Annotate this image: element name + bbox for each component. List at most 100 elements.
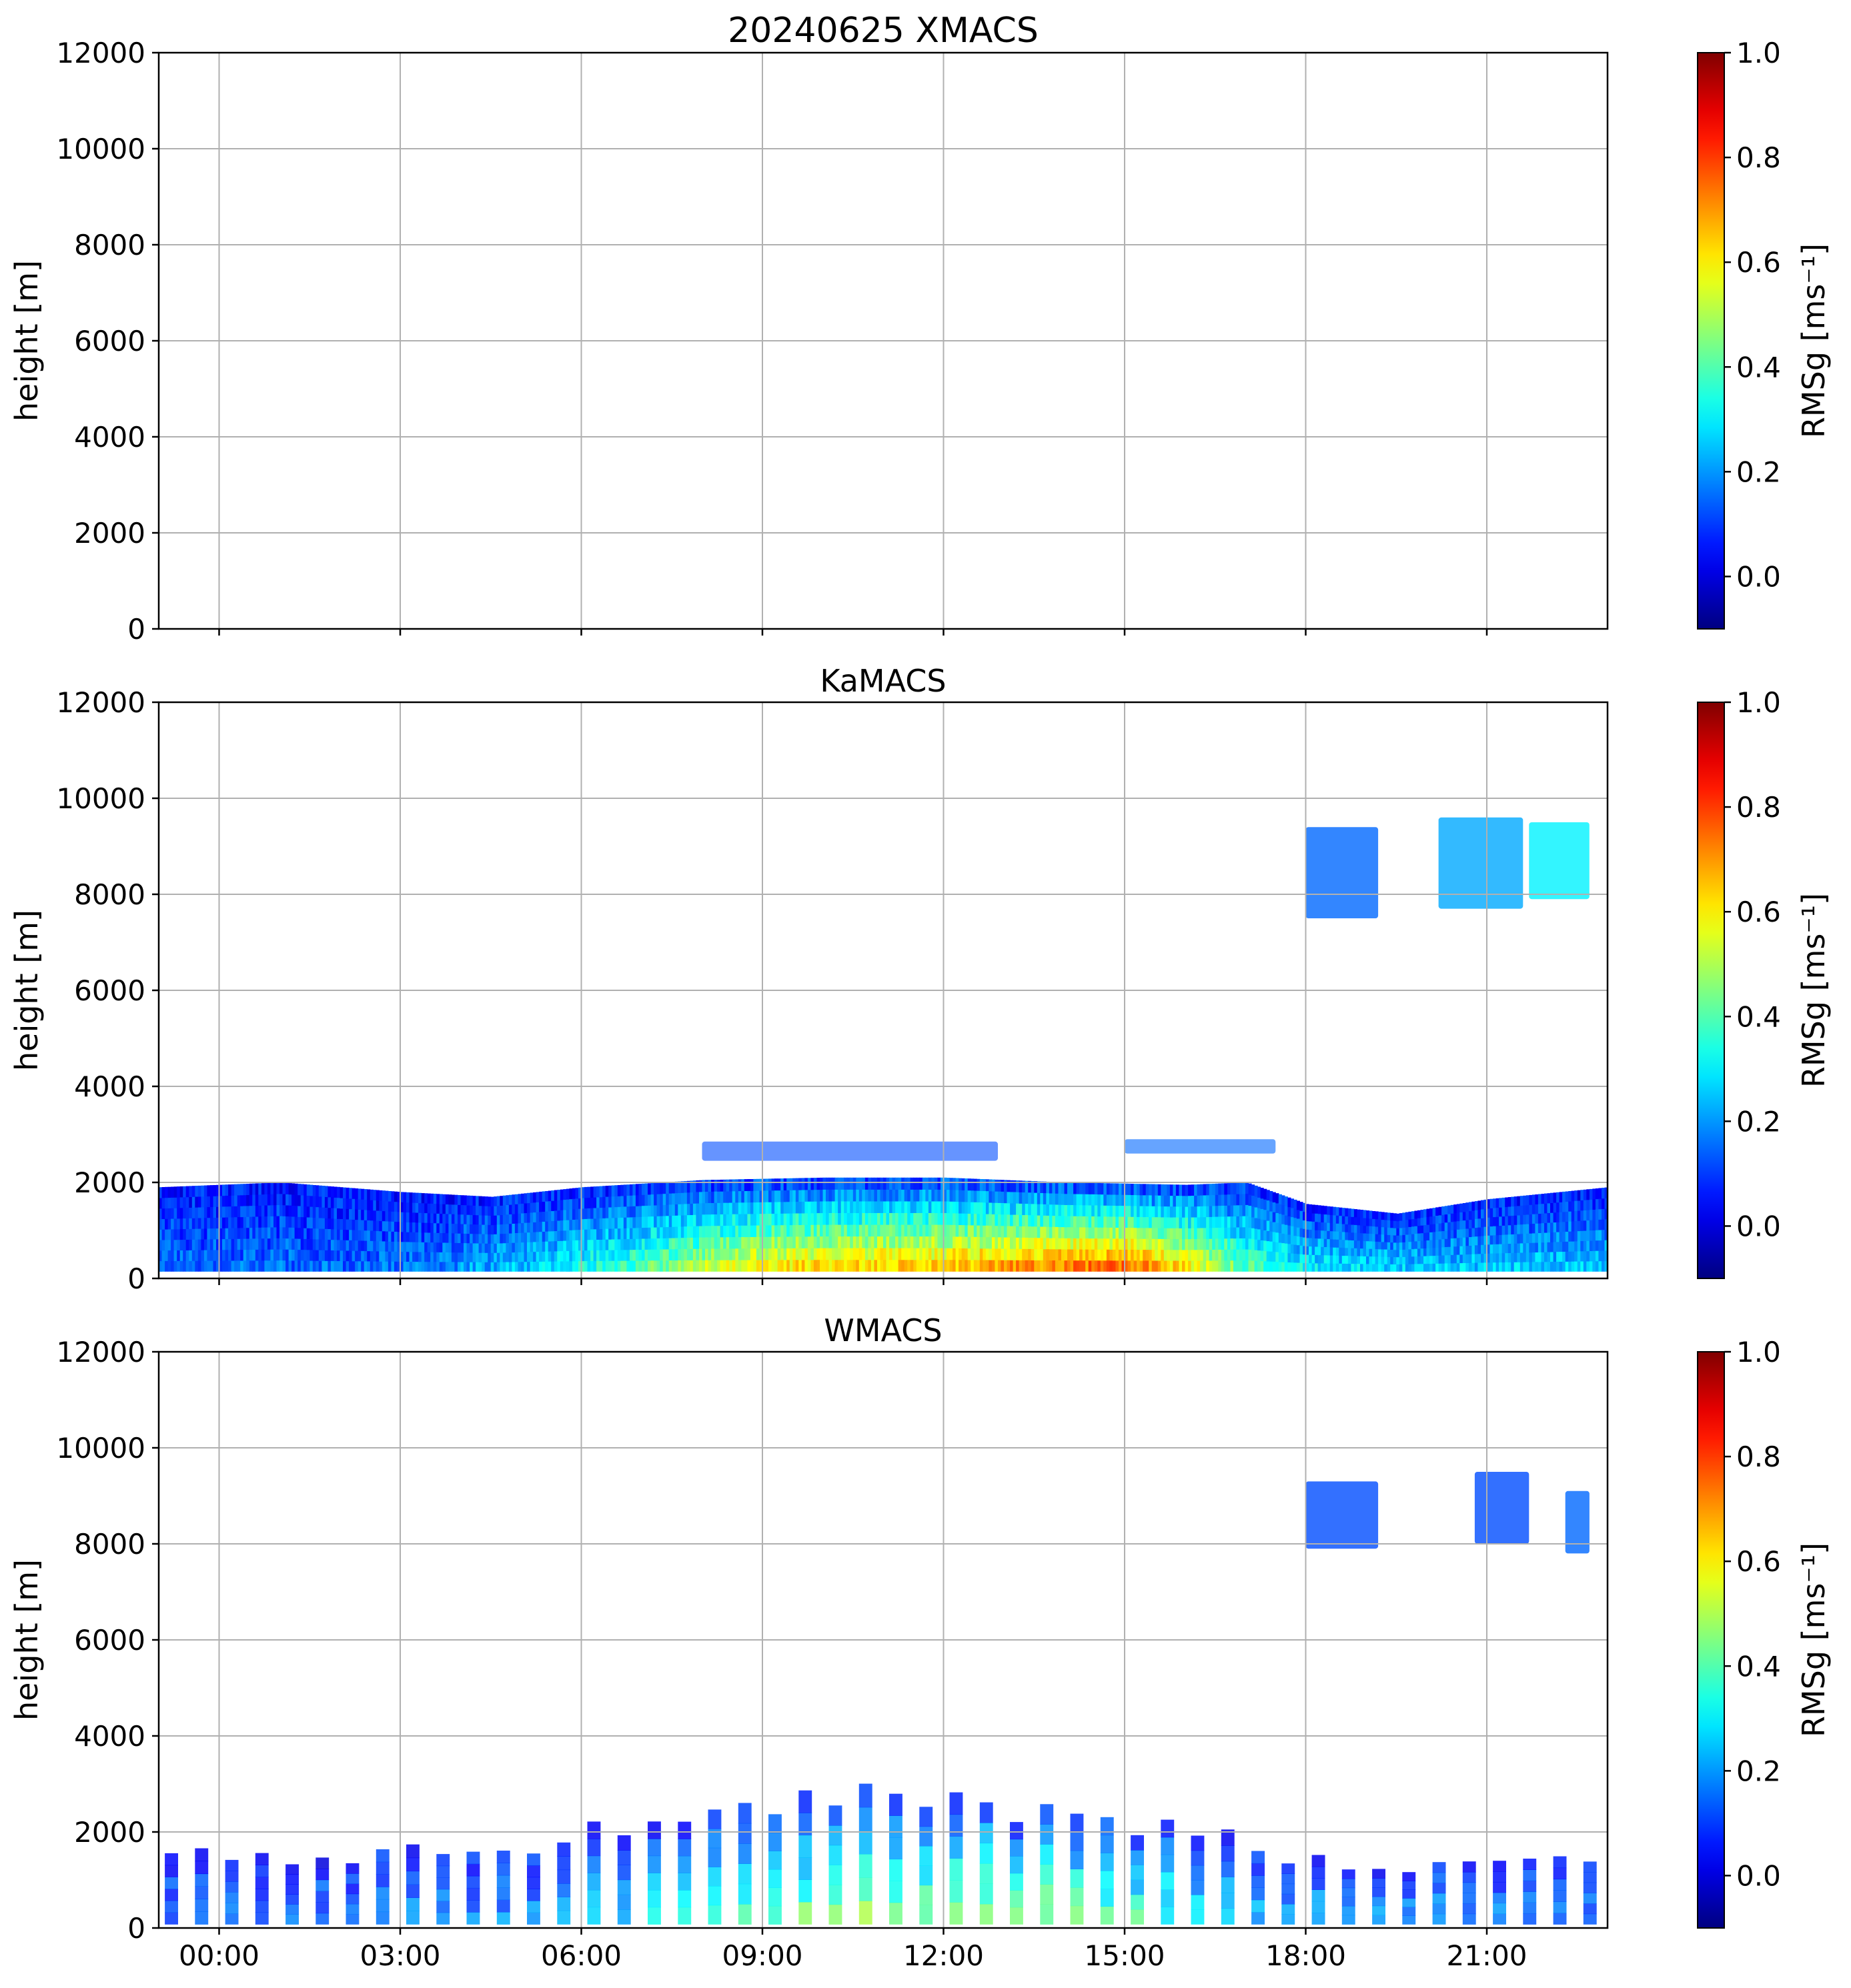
- echo-cell: [1085, 1182, 1089, 1194]
- echo-cell: [1595, 1219, 1599, 1230]
- echo-cell: [1125, 1238, 1129, 1250]
- echo-cell: [1028, 1180, 1032, 1193]
- echo-cell: [925, 1189, 929, 1202]
- echo-cell: [566, 1260, 570, 1272]
- echo-cell: [231, 1249, 235, 1261]
- echo-cell: [171, 1197, 175, 1208]
- panel-title: KaMACS: [820, 663, 946, 699]
- echo-cell: [620, 1249, 624, 1261]
- echo-cell: [949, 1224, 953, 1237]
- echo-cell: [1396, 1228, 1400, 1236]
- echo-cell: [1411, 1218, 1415, 1227]
- echo-column: [738, 1883, 752, 1905]
- echo-cell: [777, 1248, 781, 1260]
- echo-cell: [1411, 1226, 1415, 1234]
- echo-cell: [1303, 1202, 1307, 1212]
- echo-cell: [1402, 1256, 1406, 1264]
- echo-cell: [1188, 1184, 1192, 1196]
- echo-column: [1100, 1853, 1114, 1871]
- echo-cell: [1411, 1241, 1415, 1250]
- echo-cell: [904, 1224, 908, 1237]
- echo-cell: [738, 1214, 742, 1226]
- echo-cell: [937, 1200, 941, 1213]
- echo-cell: [1106, 1260, 1110, 1272]
- echo-cell: [488, 1262, 492, 1272]
- echo-cell: [1037, 1237, 1041, 1250]
- echo-cell: [898, 1259, 902, 1272]
- echo-cell: [822, 1177, 826, 1190]
- echo-cell: [1245, 1193, 1249, 1205]
- echo-cell: [231, 1184, 235, 1196]
- echo-cell: [1529, 1252, 1533, 1262]
- echo-cell: [1477, 1200, 1481, 1210]
- echo-cell: [1429, 1240, 1433, 1248]
- echo-cell: [1004, 1202, 1008, 1215]
- echo-column: [195, 1873, 209, 1887]
- echo-column: [889, 1815, 902, 1838]
- echo-cell: [1082, 1182, 1086, 1194]
- echo-cell: [765, 1259, 769, 1272]
- echo-cell: [1537, 1242, 1541, 1252]
- echo-cell: [427, 1203, 431, 1214]
- echo-cell: [1525, 1262, 1529, 1272]
- echo-column: [979, 1802, 993, 1823]
- echo-cell: [252, 1249, 256, 1261]
- echo-cell: [1182, 1228, 1186, 1240]
- echo-cell: [1040, 1226, 1044, 1238]
- echo-cell: [674, 1181, 678, 1194]
- echo-cell: [1535, 1213, 1539, 1224]
- echo-cell: [551, 1190, 555, 1201]
- echo-cell: [1602, 1219, 1606, 1230]
- echo-cell: [1016, 1237, 1020, 1249]
- echo-cell: [1287, 1197, 1291, 1208]
- echo-cell: [1236, 1182, 1240, 1194]
- echo-cell: [858, 1224, 862, 1237]
- echo-cell: [524, 1212, 528, 1223]
- echo-cell: [1432, 1216, 1436, 1224]
- echo-cell: [1429, 1263, 1433, 1272]
- echo-cell: [1221, 1183, 1225, 1195]
- echo-cell: [1293, 1235, 1297, 1245]
- echo-cell: [1097, 1205, 1101, 1217]
- echo-cell: [904, 1236, 908, 1248]
- echo-column: [1462, 1913, 1476, 1925]
- echo-cell: [1303, 1254, 1307, 1263]
- echo-column: [376, 1861, 390, 1875]
- echo-cell: [943, 1177, 947, 1190]
- echo-cell: [1378, 1264, 1382, 1272]
- echo-cell: [1263, 1250, 1267, 1262]
- echo-column: [889, 1793, 902, 1816]
- echo-cell: [1076, 1226, 1080, 1238]
- echo-cell: [502, 1204, 506, 1215]
- echo-cell: [910, 1212, 914, 1225]
- echo-cell: [711, 1180, 715, 1192]
- echo-cell: [521, 1212, 525, 1223]
- echo-cell: [282, 1226, 286, 1238]
- echo-column: [768, 1832, 782, 1851]
- echo-cell: [1517, 1252, 1521, 1262]
- echo-cell: [686, 1203, 690, 1216]
- echo-cell: [370, 1200, 374, 1210]
- echo-cell: [666, 1226, 670, 1238]
- echo-cell: [910, 1259, 914, 1272]
- echo-cell: [1489, 1198, 1493, 1208]
- echo-cell: [1266, 1250, 1270, 1262]
- echo-cell: [225, 1195, 229, 1207]
- echo-column: [1010, 1856, 1023, 1874]
- echo-column: [1040, 1904, 1054, 1925]
- echo-cell: [554, 1250, 558, 1262]
- echo-cell: [1456, 1212, 1460, 1222]
- echo-cell: [1396, 1220, 1400, 1228]
- echo-column: [1191, 1850, 1205, 1866]
- echo-cell: [738, 1248, 742, 1260]
- echo-cell: [889, 1248, 893, 1260]
- echo-cell: [1353, 1216, 1357, 1225]
- echo-cell: [913, 1248, 917, 1260]
- echo-cell: [959, 1201, 963, 1214]
- echo-cell: [1239, 1238, 1243, 1250]
- echo-cell: [901, 1248, 905, 1260]
- echo-cell: [1266, 1230, 1270, 1242]
- echo-cell: [560, 1210, 564, 1221]
- echo-cell: [397, 1251, 401, 1262]
- echo-cell: [1511, 1252, 1515, 1262]
